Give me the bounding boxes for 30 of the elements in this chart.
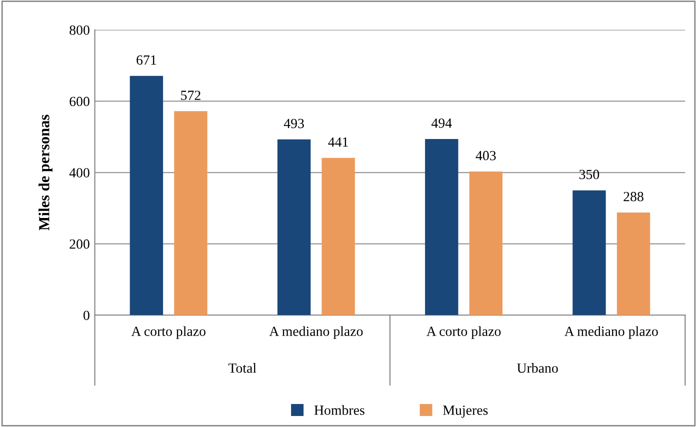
text: Urbano — [517, 363, 558, 373]
bar — [277, 139, 311, 316]
bar — [469, 171, 503, 316]
y-tick-label: 0 — [84, 310, 90, 320]
x-tick-label: A corto plazo — [131, 326, 206, 339]
bar — [174, 111, 208, 316]
data-label: 350 — [579, 170, 600, 180]
y-tick-label: 400 — [69, 168, 90, 178]
bar — [616, 212, 650, 316]
x-tick-label: A mediano plazo — [564, 326, 658, 339]
y-tick-label: 800 — [70, 25, 90, 35]
data-label: 441 — [328, 137, 348, 147]
legend-label: Hombres — [314, 405, 364, 415]
bar — [572, 190, 606, 316]
data-label: 493 — [284, 118, 304, 128]
x-tick-label: A mediano plazo — [269, 326, 363, 339]
bar — [322, 158, 355, 316]
data-label: 572 — [181, 90, 200, 100]
y-axis-title: Miles de personas — [38, 114, 52, 230]
data-label: 403 — [476, 150, 496, 160]
bar — [425, 138, 458, 316]
y-tick-label: 200 — [70, 239, 90, 249]
data-label: 288 — [624, 192, 644, 202]
data-label: 671 — [136, 55, 156, 65]
legend-label: Mujeres — [443, 406, 488, 418]
x-tick-label: A corto plazo — [426, 326, 501, 339]
data-label: 494 — [431, 118, 452, 128]
y-tick-label: 600 — [70, 96, 90, 106]
text: Total — [228, 363, 256, 373]
bar — [130, 76, 164, 316]
